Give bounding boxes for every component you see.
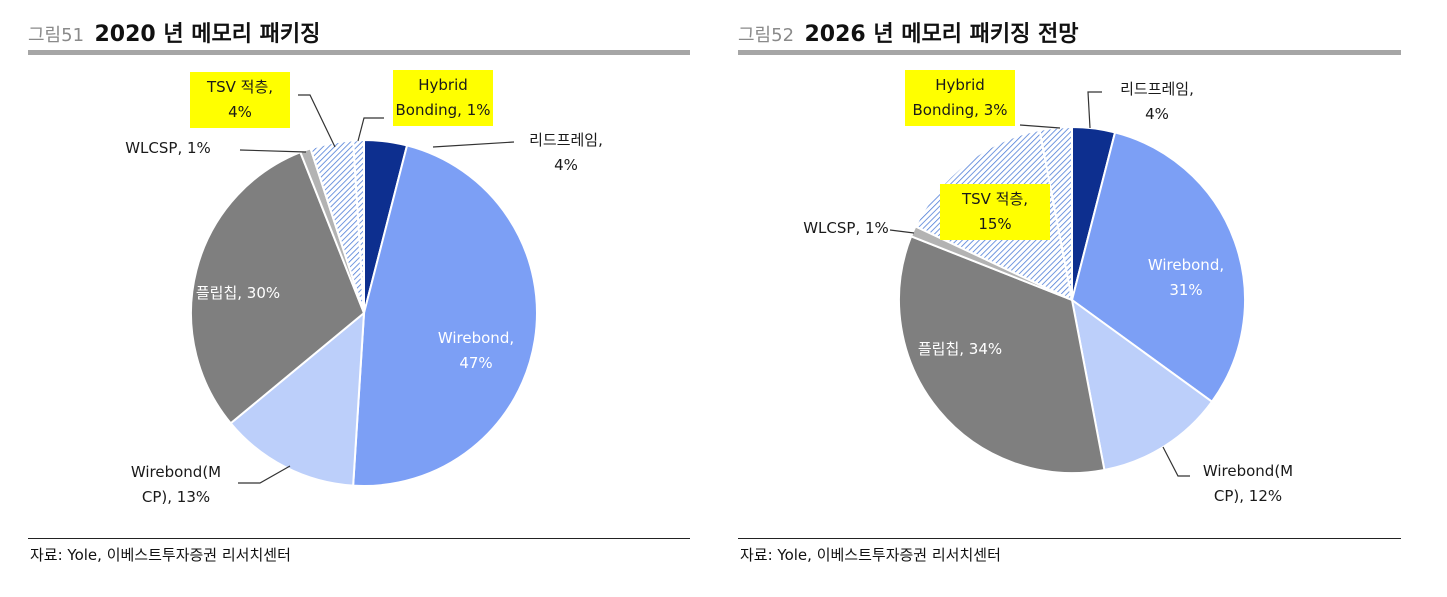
pie-slice-wirebond: [1070, 131, 1246, 404]
label-highlight-hybrid: [393, 70, 493, 126]
leader-line-wlcsp: [239, 149, 307, 153]
pie-slice-flipchip: [190, 150, 366, 425]
slice-label-leadframe: 4%: [554, 156, 578, 174]
slice-label-flipchip: 플립칩, 30%: [196, 284, 280, 302]
slice-label-wirebond: 47%: [459, 354, 492, 372]
figure-number: 그림52: [738, 25, 795, 46]
leader-line-hybrid: [357, 117, 384, 142]
pie-labels: 리드프레임, 4% Wirebond, 31% Wirebond(M CP), 12% 플립…: [803, 70, 1293, 505]
leader-line-wirebond_mcp: [238, 465, 291, 484]
slice-label-wlcsp: WLCSP, 1%: [803, 219, 889, 237]
figure-title: 2026 년 메모리 패키징 전망: [804, 22, 1079, 47]
figure-number: 그림51: [28, 25, 85, 46]
leader-line-leadframe: [432, 141, 515, 148]
pie-slice-wirebond: [352, 144, 538, 487]
slice-label-wirebond: Wirebond,: [438, 329, 514, 347]
slice-label-hybrid: Hybrid: [418, 76, 468, 94]
pie-slice-flipchip: [897, 235, 1106, 475]
leader-line-wirebond_mcp: [1162, 446, 1190, 477]
label-highlight-tsv: [940, 184, 1050, 240]
slice-label-leadframe: 리드프레임,: [529, 131, 603, 149]
slice-label-hybrid: Bonding, 1%: [395, 101, 490, 119]
slice-label-leadframe: 리드프레임,: [1120, 80, 1194, 98]
pie-slices: [897, 125, 1246, 475]
slice-label-tsv: 15%: [978, 215, 1011, 233]
slice-label-wirebond: Wirebond,: [1148, 256, 1224, 274]
pie-slice-wirebond_mcp: [229, 310, 366, 487]
slice-label-wlcsp: WLCSP, 1%: [125, 139, 211, 157]
slice-label-tsv: TSV 적층,: [961, 190, 1028, 208]
slice-label-tsv: 4%: [228, 103, 252, 121]
panel-title: 그림52 2026 년 메모리 패키징 전망: [738, 16, 1079, 48]
leader-line-leadframe: [1087, 91, 1102, 129]
pie-slices: [190, 138, 538, 487]
figure-title: 2020 년 메모리 패키징: [94, 22, 321, 47]
pie-chart-2020: 리드프레임, 4% Wirebond, 47% Wirebond(M CP), 13% 플립…: [125, 70, 603, 506]
slice-label-flipchip: 플립칩, 34%: [918, 340, 1002, 358]
footer-rule: [28, 538, 690, 539]
slice-label-wirebond_mcp: CP), 12%: [1214, 487, 1282, 505]
panel-2020: 그림51 2020 년 메모리 패키징 리드프레임, 4% Wirebond, 47%…: [28, 0, 690, 597]
slice-label-hybrid: Bonding, 3%: [912, 101, 1007, 119]
footer-rule: [738, 538, 1401, 539]
panel-title: 그림51 2020 년 메모리 패키징: [28, 16, 320, 48]
leader-line-tsv: [298, 94, 336, 148]
label-highlight-hybrid: [905, 70, 1015, 126]
panel-2026: 그림52 2026 년 메모리 패키징 전망 리드프레임, 4% Wirebond,…: [738, 0, 1401, 597]
slice-label-wirebond_mcp: Wirebond(M: [1203, 462, 1293, 480]
slice-label-tsv: TSV 적층,: [206, 78, 273, 96]
title-rule: [738, 50, 1401, 55]
leader-line-wlcsp: [889, 229, 915, 234]
leader-line-hybrid: [1019, 124, 1061, 129]
title-rule: [28, 50, 690, 55]
slice-label-wirebond_mcp: Wirebond(M: [131, 463, 221, 481]
pie-labels: 리드프레임, 4% Wirebond, 47% Wirebond(M CP), 13% 플립…: [125, 70, 603, 506]
slice-label-wirebond: 31%: [1169, 281, 1202, 299]
slice-label-hybrid: Hybrid: [935, 76, 985, 94]
label-highlight-tsv: [190, 72, 290, 128]
pie-chart-2026: 리드프레임, 4% Wirebond, 31% Wirebond(M CP), 12% 플립…: [803, 70, 1293, 505]
pie-slice-wirebond_mcp: [1070, 297, 1214, 472]
slice-label-leadframe: 4%: [1145, 105, 1169, 123]
source-note: 자료: Yole, 이베스트투자증권 리서치센터: [740, 546, 1001, 564]
slice-label-wirebond_mcp: CP), 13%: [142, 488, 210, 506]
source-note: 자료: Yole, 이베스트투자증권 리서치센터: [30, 546, 291, 564]
